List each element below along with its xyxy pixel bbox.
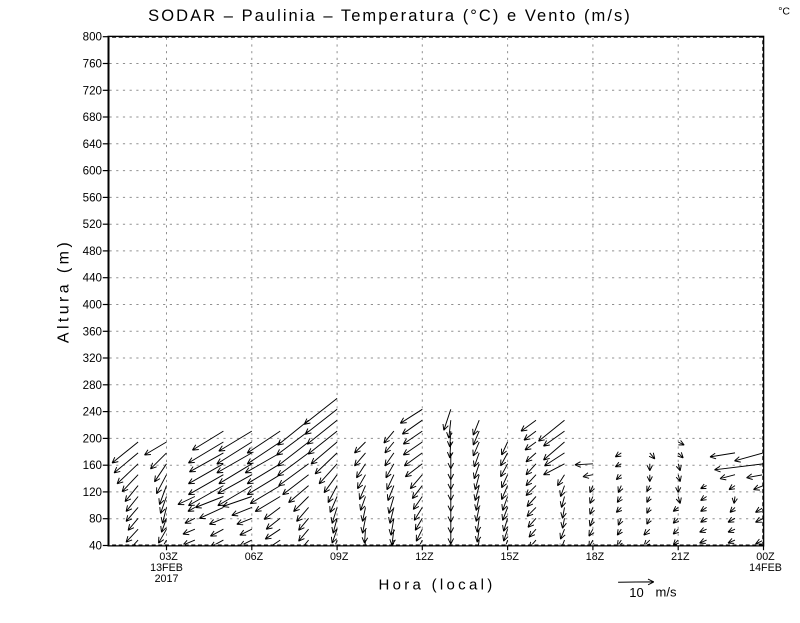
svg-text:21Z: 21Z <box>671 551 690 563</box>
svg-text:15Z: 15Z <box>500 551 519 563</box>
svg-text:120: 120 <box>83 486 102 499</box>
svg-text:720: 720 <box>83 84 102 97</box>
svg-text:Altura (m): Altura (m) <box>56 239 73 343</box>
svg-text:240: 240 <box>83 406 102 419</box>
svg-text:09Z: 09Z <box>330 551 349 563</box>
svg-text:200: 200 <box>83 432 102 445</box>
svg-text:520: 520 <box>83 218 102 231</box>
svg-text:°C: °C <box>778 6 790 18</box>
svg-text:10: 10 <box>629 585 643 600</box>
svg-text:640: 640 <box>83 138 102 151</box>
svg-text:360: 360 <box>83 325 102 338</box>
svg-text:440: 440 <box>83 272 102 285</box>
svg-text:06Z: 06Z <box>245 551 264 563</box>
svg-text:800: 800 <box>83 31 102 44</box>
svg-text:40: 40 <box>89 540 102 553</box>
svg-text:320: 320 <box>83 352 102 365</box>
svg-text:160: 160 <box>83 459 102 472</box>
svg-text:18Z: 18Z <box>586 551 605 563</box>
svg-text:560: 560 <box>83 191 102 204</box>
svg-text:280: 280 <box>83 379 102 392</box>
svg-text:2017: 2017 <box>155 573 179 585</box>
svg-text:Hora (local): Hora (local) <box>378 577 495 594</box>
svg-text:600: 600 <box>83 165 102 178</box>
svg-text:SODAR – Paulinia – Tempera: SODAR – Paulinia – Temperatura (°C) e Ve… <box>148 7 632 25</box>
svg-text:12Z: 12Z <box>415 551 434 563</box>
svg-text:400: 400 <box>83 299 102 312</box>
svg-text:m/s: m/s <box>656 585 677 600</box>
svg-text:480: 480 <box>83 245 102 258</box>
svg-text:80: 80 <box>89 513 102 526</box>
svg-text:00Z: 00Z <box>756 551 775 563</box>
svg-text:13FEB: 13FEB <box>150 562 183 574</box>
svg-text:680: 680 <box>83 111 102 124</box>
svg-text:760: 760 <box>83 58 102 71</box>
svg-text:14FEB: 14FEB <box>749 562 782 574</box>
svg-text:03Z: 03Z <box>159 551 178 563</box>
